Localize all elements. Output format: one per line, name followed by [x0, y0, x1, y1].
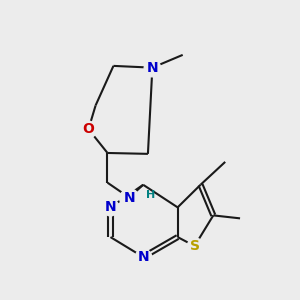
Text: S: S: [190, 239, 200, 253]
Text: N: N: [137, 250, 149, 264]
Text: H: H: [146, 190, 155, 200]
Text: N: N: [147, 61, 158, 75]
Text: N: N: [123, 190, 135, 205]
Text: N: N: [105, 200, 116, 214]
Text: O: O: [82, 122, 94, 136]
